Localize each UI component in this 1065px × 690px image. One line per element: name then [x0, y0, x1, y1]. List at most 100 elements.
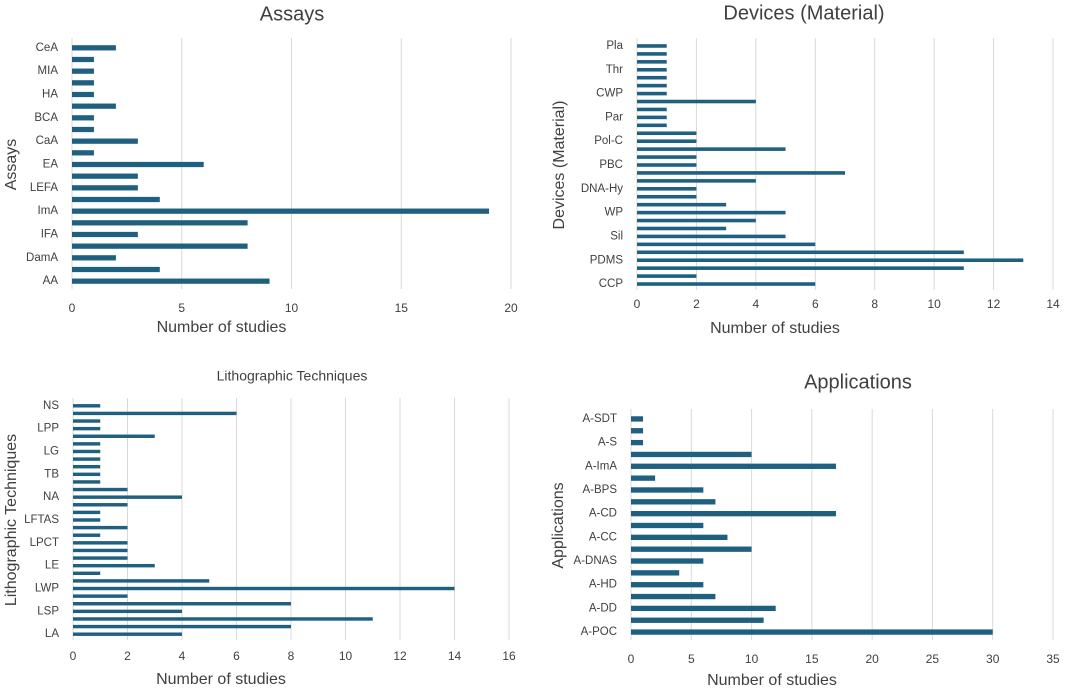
- y-tick-label: HA: [42, 89, 58, 101]
- bar: [631, 439, 644, 446]
- y-tick-label: LG: [44, 446, 59, 458]
- y-tick-label: A-CD: [589, 508, 617, 520]
- bar: [637, 163, 697, 167]
- x-tick-label: 25: [926, 652, 940, 666]
- bar: [637, 67, 667, 72]
- y-tick-label: A-CC: [589, 531, 617, 543]
- bar: [637, 282, 816, 286]
- x-tick-label: 10: [339, 649, 353, 663]
- bar: [631, 475, 656, 481]
- bar: [631, 582, 704, 588]
- x-tick-label: 14: [448, 649, 462, 663]
- x-tick-label: 10: [285, 301, 299, 315]
- bar: [637, 250, 964, 255]
- bar: [72, 278, 270, 284]
- y-tick-label: LSP: [37, 605, 59, 617]
- x-tick-label: 15: [805, 652, 819, 666]
- x-axis-title: Number of studies: [157, 319, 287, 336]
- y-tick-label: DamA: [26, 252, 58, 264]
- x-tick-label: 20: [865, 652, 879, 666]
- y-tick-label: A-DNAS: [574, 555, 618, 567]
- bar: [72, 255, 116, 261]
- bar: [72, 185, 138, 191]
- bar: [73, 571, 101, 576]
- y-tick-label: A-SDT: [583, 413, 618, 425]
- bar: [631, 522, 704, 529]
- bar: [637, 91, 667, 96]
- bar: [637, 99, 756, 104]
- x-tick-label: 14: [1046, 297, 1060, 311]
- y-tick-label: A-POC: [581, 626, 617, 638]
- bar: [72, 220, 248, 226]
- bar: [73, 503, 128, 507]
- y-axis-title: Devices (Material): [551, 101, 568, 230]
- y-tick-label: CCP: [599, 278, 624, 290]
- bar: [73, 617, 373, 621]
- x-tick-label: 0: [628, 652, 635, 666]
- bar: [631, 510, 836, 517]
- x-tick-label: 0: [70, 649, 77, 663]
- bar: [73, 487, 128, 492]
- y-tick-label: MIA: [38, 65, 59, 77]
- bar: [631, 487, 704, 493]
- y-tick-label: LWP: [35, 583, 59, 595]
- bar: [72, 68, 94, 74]
- bar: [637, 155, 697, 159]
- bar: [73, 533, 101, 537]
- bar: [631, 451, 752, 458]
- bar: [72, 266, 160, 273]
- x-tick-label: 15: [395, 301, 409, 315]
- y-tick-label: TB: [44, 468, 59, 480]
- bar: [73, 586, 455, 591]
- bar: [73, 464, 101, 469]
- x-tick-label: 5: [688, 652, 695, 666]
- bar: [631, 534, 728, 541]
- x-axis-title: Number of studies: [707, 672, 837, 689]
- bar: [73, 457, 101, 461]
- y-tick-label: LEFA: [30, 182, 58, 194]
- bar: [637, 226, 727, 231]
- x-tick-label: 12: [393, 649, 407, 663]
- bar: [637, 171, 845, 175]
- y-tick-label: A-ImA: [585, 460, 617, 472]
- bar: [73, 404, 101, 408]
- bar: [631, 570, 680, 576]
- bar: [637, 123, 667, 128]
- bar: [637, 274, 697, 278]
- y-tick-label: PBC: [599, 159, 623, 171]
- x-tick-label: 35: [1046, 652, 1060, 666]
- y-tick-label: A-S: [598, 437, 618, 449]
- bar: [631, 546, 752, 552]
- bar: [72, 231, 138, 238]
- bar: [73, 594, 128, 598]
- y-axis-title: Applications: [550, 482, 567, 568]
- chart-title: Applications: [804, 371, 912, 393]
- bar: [73, 480, 101, 484]
- bar: [631, 416, 644, 422]
- bar: [73, 518, 101, 522]
- chart-title: Lithographic Techniques: [217, 368, 368, 384]
- y-axis-title: Assays: [3, 139, 20, 191]
- bar: [637, 242, 816, 247]
- x-tick-label: 10: [745, 652, 759, 666]
- bar: [72, 243, 248, 249]
- bar: [637, 44, 667, 48]
- y-tick-label: LPP: [37, 423, 59, 435]
- bar: [637, 194, 697, 199]
- y-tick-label: AA: [43, 275, 59, 287]
- bar: [637, 131, 697, 136]
- bar: [73, 541, 128, 545]
- bar: [631, 463, 836, 469]
- bar: [637, 139, 697, 143]
- chart-title: Devices (Material): [723, 2, 884, 24]
- bar: [72, 80, 94, 86]
- bar: [73, 510, 101, 515]
- bar: [637, 60, 667, 64]
- y-tick-label: ImA: [38, 205, 59, 217]
- bar: [72, 208, 490, 214]
- x-tick-label: 8: [871, 297, 878, 311]
- y-tick-label: NS: [43, 400, 59, 412]
- y-tick-label: WP: [604, 207, 623, 219]
- chart-title: Assays: [260, 3, 324, 25]
